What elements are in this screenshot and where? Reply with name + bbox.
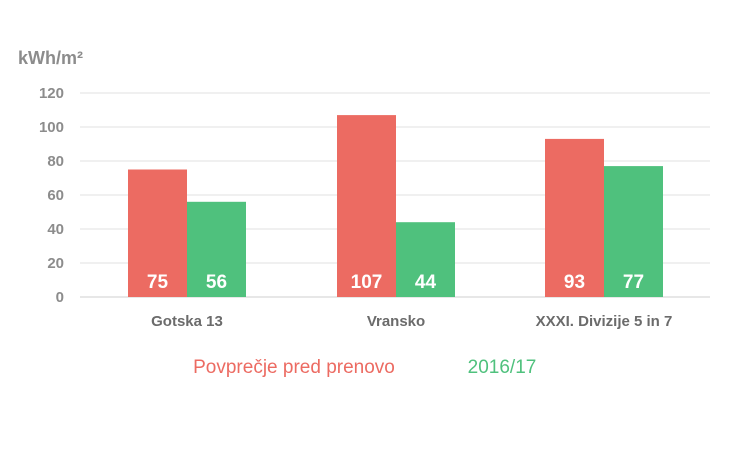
x-category-label: XXXI. Divizije 5 in 7 xyxy=(536,313,673,330)
y-tick-label: 40 xyxy=(47,221,64,238)
legend-item-season-2016-17: 2016/17 xyxy=(468,357,537,378)
data-label: 44 xyxy=(415,272,437,293)
data-label: 77 xyxy=(623,272,644,293)
bar-season-2016-17-3 xyxy=(604,166,663,297)
legend-item-before-renovation: Povprečje pred prenovo xyxy=(193,357,395,378)
bar-before-renovation-2 xyxy=(337,115,396,297)
x-category-label: Gotska 13 xyxy=(151,313,223,330)
y-tick-label: 80 xyxy=(47,153,64,170)
bar-season-2016-17-1 xyxy=(187,201,246,297)
y-tick-label: 0 xyxy=(56,289,64,306)
y-tick-label: 100 xyxy=(39,119,64,136)
bar-before-renovation-3 xyxy=(545,138,604,297)
data-label: 93 xyxy=(564,272,585,293)
y-tick-label: 120 xyxy=(39,85,64,102)
data-labels: 75 56 107 44 93 77 xyxy=(147,272,644,293)
bars xyxy=(128,115,663,297)
y-tick-label: 20 xyxy=(47,255,64,272)
bar-before-renovation-1 xyxy=(128,169,187,297)
data-label: 75 xyxy=(147,272,169,293)
x-category-label: Vransko xyxy=(367,313,425,330)
bar-season-2016-17-2 xyxy=(396,222,455,297)
legend: Povprečje pred prenovo 2016/17 xyxy=(193,357,536,378)
data-label: 56 xyxy=(206,272,227,293)
y-axis-title: kWh/m² xyxy=(18,48,83,68)
data-label: 107 xyxy=(351,272,383,293)
y-tick-label: 60 xyxy=(47,187,64,204)
axes: kWh/m² 0 20 40 60 80 100 120 Gotska 13 Vransko XX… xyxy=(18,48,672,330)
